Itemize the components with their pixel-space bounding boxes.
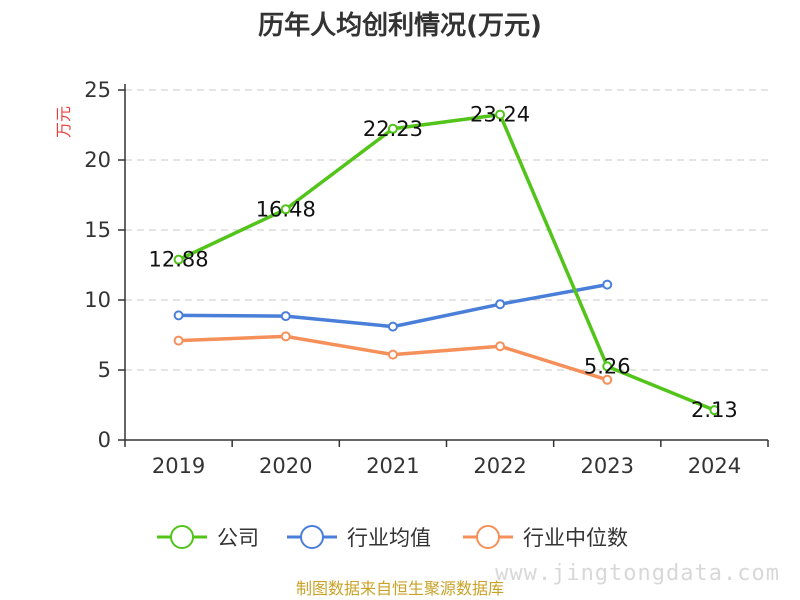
legend-label: 行业中位数 [523,526,628,550]
legend-swatch-marker [300,525,324,549]
legend-label: 行业均值 [347,526,431,550]
data-point [495,299,506,310]
legend-label: 公司 [217,526,259,550]
x-tick-label: 2023 [581,454,634,478]
data-point [387,321,398,332]
data-point [387,349,398,360]
series-layer [173,109,720,416]
x-tick-label: 2020 [259,454,312,478]
data-label: 5.26 [584,354,631,378]
y-tick-label: 15 [84,218,111,242]
legend: 公司 行业均值 行业中位数 [157,525,628,550]
data-label: 22.23 [363,117,423,141]
x-tick-label: 2024 [688,454,741,478]
data-point [173,335,184,346]
series-line-2 [178,282,608,329]
grid-lines [125,89,768,371]
legend-swatch-marker [476,525,500,549]
data-point [709,405,720,416]
y-tick-label: 5 [98,358,111,382]
y-tick-label: 25 [84,78,111,102]
data-point [280,311,291,322]
data-point [173,310,184,321]
y-axis-label: 万元 [54,106,73,138]
axes: 0 5 10 15 20 25 2019 2020 2021 2022 2023 2024 [84,78,769,478]
data-point [602,374,613,385]
y-tick-label: 0 [98,428,111,452]
x-tick-label: 2019 [152,454,205,478]
y-tick-label: 20 [84,148,111,172]
data-label: 23.24 [470,103,530,127]
data-point [280,331,291,342]
data-point [387,123,398,134]
x-tick-label: 2021 [366,454,419,478]
data-point [495,109,506,120]
y-tick-label: 10 [84,288,111,312]
x-tick-label: 2022 [473,454,526,478]
data-labels: 12.88 16.48 22.23 23.24 5.26 2.13 [149,103,738,423]
data-label: 16.48 [256,197,316,221]
watermark: www.jingtongdata.com [495,561,780,586]
chart-title: 历年人均创利情况(万元) [258,10,542,41]
data-point [602,361,613,372]
data-point [495,341,506,352]
source-note: 制图数据来自恒生聚源数据库 [296,579,504,598]
legend-swatch-marker [170,525,194,549]
data-point [280,204,291,215]
data-label: 12.88 [149,248,209,272]
data-point [173,254,184,265]
data-point [602,279,613,290]
data-label: 2.13 [691,398,738,422]
series-line-1 [177,112,716,412]
